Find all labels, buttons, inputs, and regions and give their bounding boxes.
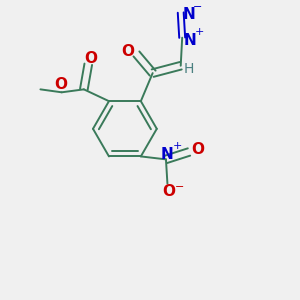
Text: H: H [184, 62, 194, 76]
Text: O: O [85, 51, 98, 66]
Text: +: + [195, 27, 204, 38]
Text: N: N [184, 32, 197, 47]
Text: O: O [191, 142, 204, 157]
Text: +: + [172, 141, 182, 151]
Text: −: − [193, 2, 203, 12]
Text: N: N [183, 8, 195, 22]
Text: O: O [162, 184, 176, 200]
Text: O: O [55, 77, 68, 92]
Text: −: − [175, 182, 184, 191]
Text: N: N [161, 147, 174, 162]
Text: O: O [122, 44, 135, 59]
